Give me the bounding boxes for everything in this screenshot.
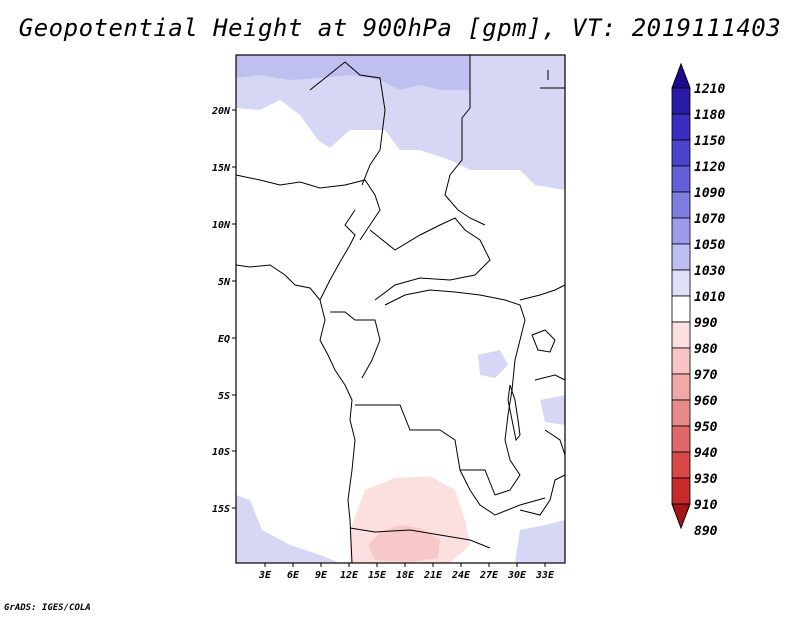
colorbar-top-arrow [671,62,691,89]
border-gabon-congo [330,311,381,379]
colorbar-label: 990 [694,316,718,331]
border-cameroon [319,209,356,301]
colorbar-segment [671,451,691,479]
lat-axis: 20N 15N 10N 5N EQ 5S 10S 15S [211,106,236,515]
lake-tanganyika [507,384,521,442]
colorbar-segment [671,425,691,453]
border-drc-south [355,404,496,496]
country-borders [235,55,566,564]
colorbar-segment [671,217,691,245]
colorbar-label: 1180 [694,108,725,123]
colorbar-segment [671,399,691,427]
lon-label-27e: 27E [479,570,499,581]
border-drc-east [494,319,526,496]
colorbar-segment [671,191,691,219]
shade-north-light-blue [236,55,565,190]
colorbar-segment [671,139,691,167]
lon-label-9e: 9E [315,570,328,581]
lon-label-21e: 21E [423,570,443,581]
shade-southeast-blue [515,520,565,563]
shade-east-blue [540,395,565,425]
border-sahel [235,174,381,241]
colorbar-label: 1070 [694,212,725,227]
border-car [369,217,491,301]
colorbar-bottom-arrow [671,503,691,530]
height-shading [236,55,565,563]
colorbar-segment [671,165,691,193]
border-egypt-sudan [444,55,486,226]
border-nile-sudan [540,70,565,89]
colorbar-segment [671,87,691,115]
colorbar-label: 1030 [694,264,725,279]
lon-label-24e: 24E [451,570,471,581]
colorbar-label: 1050 [694,238,725,253]
map-frame [235,54,566,564]
lat-label-10s: 10S [212,447,230,458]
lon-axis: 3E 6E 9E 12E 15E 18E 21E 24E 27E 30E 33E [258,563,555,581]
colorbar-segment [671,269,691,297]
shade-south-darker-pink [368,525,440,562]
colorbar-label: 1150 [694,134,725,149]
colorbar-segment [671,113,691,141]
lon-label-33e: 33E [535,570,555,581]
colorbar-label: 940 [694,446,718,461]
border-mozambique [519,474,566,516]
grads-credit: GrADS: IGES/COLA [4,603,91,613]
lon-label-18e: 18E [396,570,415,581]
lat-label-10n: 10N [212,220,231,231]
lat-label-eq: EQ [218,334,230,345]
colorbar-label: 910 [694,498,718,513]
lake-victoria [531,329,556,353]
shade-southwest-blue [236,495,340,563]
border-east-africa [519,284,566,301]
lon-label-6e: 6E [287,570,300,581]
lat-label-5s: 5S [218,391,230,402]
border-zambia [459,469,546,516]
colorbar-segment [671,477,691,505]
colorbar-label: 1010 [694,290,725,305]
lat-label-20n: 20N [211,106,231,117]
colorbar-segment [671,295,691,323]
colorbar-segment [671,243,691,271]
colorbar-label: 930 [694,472,718,487]
colorbar-label: 980 [694,342,718,357]
shade-central-blue [478,350,508,378]
shade-north-mid-blue [236,55,470,90]
colorbar-label: 970 [694,368,718,383]
border-libya-sudan [309,61,386,186]
chart-title: Geopotential Height at 900hPa [gpm], VT:… [18,14,782,42]
colorbar-label: 1210 [694,82,725,97]
colorbar-label: 1120 [694,160,725,175]
map-panel [235,54,566,564]
border-angola-namibia [349,527,491,549]
colorbar-label: 890 [694,524,718,539]
colorbar-segment [671,347,691,375]
lon-label-15e: 15E [368,570,387,581]
colorbar-segment [671,321,691,349]
lat-label-15n: 15N [212,163,231,174]
colorbar: 1210 1180 1150 1120 1090 1070 1050 1030 1010 990 9… [671,62,725,539]
lon-label-12e: 12E [340,570,359,581]
colorbar-label: 1090 [694,186,725,201]
lat-label-15s: 15S [212,504,230,515]
colorbar-label: 950 [694,420,718,435]
lat-label-5n: 5N [218,277,231,288]
coastline-west [235,264,356,564]
colorbar-label: 960 [694,394,718,409]
colorbar-segment [671,373,691,401]
lon-label-3e: 3E [258,570,272,581]
border-tanzania [534,374,566,456]
lon-label-30e: 30E [507,570,527,581]
border-drc-north [384,289,526,321]
